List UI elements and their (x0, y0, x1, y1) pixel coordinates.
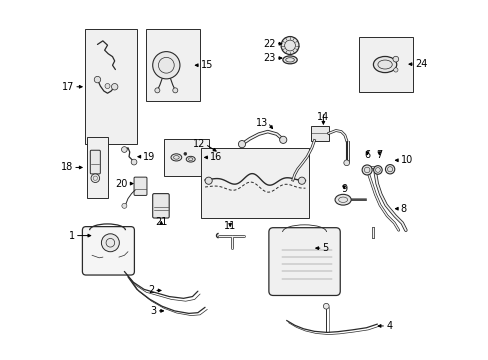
Circle shape (385, 165, 394, 174)
Circle shape (91, 174, 100, 183)
Bar (85, 30, 137, 144)
Bar (163, 139, 208, 176)
Circle shape (343, 160, 349, 166)
Circle shape (101, 234, 119, 252)
Text: 2: 2 (147, 285, 154, 296)
Text: 12: 12 (192, 139, 204, 149)
Circle shape (131, 159, 137, 165)
Text: 15: 15 (201, 60, 213, 70)
Circle shape (298, 177, 305, 184)
Text: 11: 11 (224, 221, 236, 231)
Text: 23: 23 (263, 53, 275, 63)
Circle shape (152, 51, 180, 79)
FancyBboxPatch shape (90, 150, 100, 174)
Circle shape (105, 84, 110, 89)
Circle shape (121, 147, 127, 152)
Circle shape (281, 37, 298, 54)
Circle shape (393, 68, 397, 72)
Circle shape (238, 140, 245, 148)
Circle shape (155, 88, 160, 93)
Text: 6: 6 (364, 149, 370, 159)
FancyBboxPatch shape (82, 226, 134, 275)
Text: 9: 9 (341, 184, 346, 194)
Text: 4: 4 (386, 321, 391, 331)
Text: 13: 13 (255, 118, 267, 128)
Circle shape (111, 84, 118, 90)
Text: 8: 8 (400, 204, 406, 214)
Circle shape (392, 56, 398, 62)
Text: 3: 3 (150, 306, 156, 316)
Text: 7: 7 (375, 149, 382, 159)
Ellipse shape (334, 194, 350, 205)
Bar (201, 148, 308, 218)
Text: 16: 16 (210, 152, 222, 162)
Text: 17: 17 (61, 82, 74, 92)
Text: 24: 24 (414, 59, 427, 69)
Text: 1: 1 (69, 231, 75, 240)
Circle shape (183, 152, 186, 155)
Bar (310, 126, 328, 140)
Circle shape (279, 136, 286, 143)
Circle shape (362, 165, 371, 175)
Text: 20: 20 (115, 179, 128, 189)
Text: 22: 22 (263, 39, 275, 49)
Circle shape (373, 166, 382, 174)
Ellipse shape (171, 154, 182, 161)
Ellipse shape (373, 57, 396, 73)
Ellipse shape (282, 56, 297, 64)
Bar (359, 37, 412, 92)
Text: 5: 5 (322, 243, 328, 253)
Text: 21: 21 (155, 217, 167, 227)
Text: 10: 10 (400, 155, 412, 165)
Circle shape (122, 203, 126, 208)
FancyBboxPatch shape (152, 194, 169, 218)
Circle shape (204, 177, 212, 184)
Text: 14: 14 (317, 112, 329, 122)
FancyBboxPatch shape (268, 228, 340, 296)
Circle shape (172, 88, 178, 93)
Ellipse shape (186, 156, 195, 162)
Bar (86, 137, 108, 198)
Text: 18: 18 (61, 162, 73, 172)
Bar (145, 30, 199, 101)
FancyBboxPatch shape (134, 177, 147, 195)
Text: 19: 19 (143, 152, 155, 162)
Circle shape (323, 303, 328, 309)
Circle shape (94, 76, 101, 83)
